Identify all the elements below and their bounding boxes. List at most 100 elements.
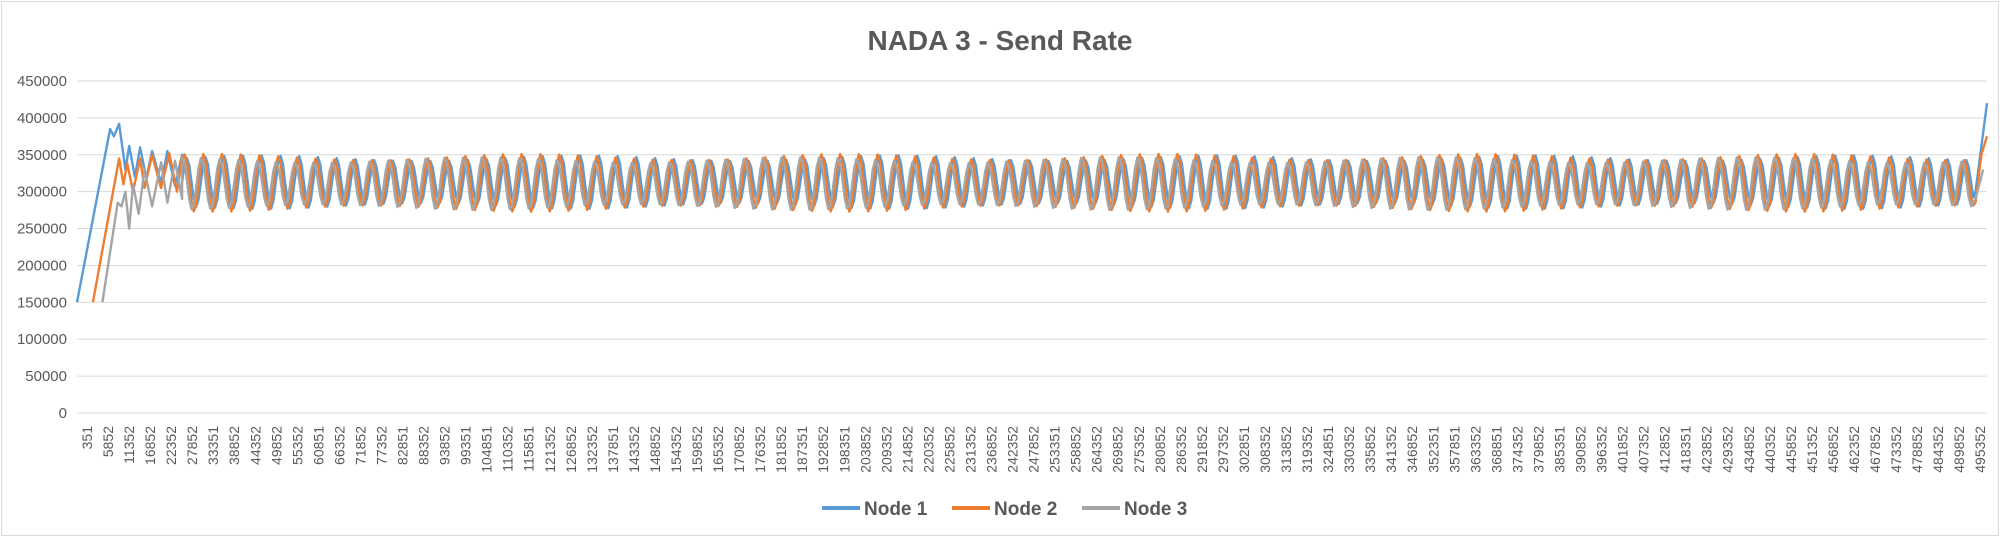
x-tick-label: 264352 xyxy=(1089,426,1105,473)
x-tick-label: 231352 xyxy=(962,426,978,473)
x-tick-label: 66352 xyxy=(331,426,347,465)
x-tick-label: 478852 xyxy=(1909,426,1925,473)
x-tick-label: 181852 xyxy=(773,426,789,473)
x-tick-label: 280852 xyxy=(1152,426,1168,473)
series-line-node-1 xyxy=(75,102,1989,303)
x-tick-label: 77352 xyxy=(373,426,389,465)
x-tick-label: 423852 xyxy=(1699,426,1715,473)
y-tick-label: 350000 xyxy=(17,147,67,164)
x-tick-label: 368851 xyxy=(1488,426,1504,473)
x-tick-label: 401852 xyxy=(1615,426,1631,473)
x-tick-label: 137851 xyxy=(605,426,621,473)
x-tick-label: 247852 xyxy=(1026,426,1042,473)
x-tick-label: 330352 xyxy=(1341,426,1357,473)
x-tick-label: 225852 xyxy=(941,426,957,473)
x-tick-label: 434852 xyxy=(1741,426,1757,473)
x-tick-label: 55352 xyxy=(289,426,305,465)
x-tick-label: 495352 xyxy=(1972,426,1988,473)
x-tick-label: 154352 xyxy=(668,426,684,473)
x-tick-label: 132352 xyxy=(584,426,600,473)
x-tick-label: 396352 xyxy=(1594,426,1610,473)
x-tick-label: 159852 xyxy=(689,426,705,473)
x-tick-label: 88352 xyxy=(416,426,432,465)
x-tick-label: 473352 xyxy=(1888,426,1904,473)
y-tick-label: 450000 xyxy=(17,73,67,90)
x-tick-label: 165352 xyxy=(710,426,726,473)
x-tick-label: 363352 xyxy=(1467,426,1483,473)
x-tick-label: 242352 xyxy=(1005,426,1021,473)
x-tick-label: 462352 xyxy=(1846,426,1862,473)
x-tick-label: 143352 xyxy=(626,426,642,473)
x-tick-label: 126852 xyxy=(563,426,579,473)
x-tick-label: 27852 xyxy=(184,426,200,465)
x-tick-label: 291852 xyxy=(1194,426,1210,473)
x-tick-label: 489852 xyxy=(1951,426,1967,473)
x-tick-label: 22352 xyxy=(163,426,179,465)
x-tick-label: 236852 xyxy=(984,426,1000,473)
x-tick-label: 390852 xyxy=(1573,426,1589,473)
legend: Node 1 Node 2 Node 3 xyxy=(822,499,1187,520)
x-tick-label: 445852 xyxy=(1783,426,1799,473)
x-tick-label: 115851 xyxy=(521,426,537,472)
x-tick-label: 275352 xyxy=(1131,426,1147,473)
x-tick-label: 44352 xyxy=(247,426,263,465)
x-tick-label: 33351 xyxy=(205,426,221,465)
series-line-node-3 xyxy=(101,156,1985,303)
x-tick-label: 198351 xyxy=(836,426,852,473)
x-tick-label: 176352 xyxy=(752,426,768,473)
y-tick-label: 50000 xyxy=(25,368,67,385)
x-tick-label: 319352 xyxy=(1299,426,1315,473)
series-lines xyxy=(75,102,1989,303)
x-tick-label: 258852 xyxy=(1068,426,1084,473)
x-tick-label: 214852 xyxy=(899,426,915,473)
x-tick-label: 407352 xyxy=(1636,426,1652,473)
x-tick-label: 49852 xyxy=(268,426,284,465)
x-tick-label: 148852 xyxy=(647,426,663,473)
x-tick-label: 412852 xyxy=(1657,426,1673,473)
x-tick-label: 379852 xyxy=(1530,426,1546,473)
x-tick-label: 286352 xyxy=(1173,426,1189,473)
x-tick-label: 104851 xyxy=(479,426,495,473)
x-tick-label: 346852 xyxy=(1404,426,1420,473)
x-tick-label: 121352 xyxy=(542,426,558,473)
x-tick-label: 170852 xyxy=(731,426,747,473)
x-tick-label: 324851 xyxy=(1320,426,1336,473)
x-tick-label: 308352 xyxy=(1257,426,1273,473)
y-tick-label: 0 xyxy=(59,405,67,422)
y-tick-label: 150000 xyxy=(17,294,67,311)
x-tick-label: 99351 xyxy=(458,426,474,465)
gridlines xyxy=(77,80,1987,414)
x-tick-label: 357851 xyxy=(1446,426,1462,473)
x-tick-label: 209352 xyxy=(878,426,894,473)
x-tick-label: 253351 xyxy=(1047,426,1063,473)
legend-label: Node 1 xyxy=(864,499,928,520)
series-line-node-2 xyxy=(91,135,1989,303)
x-tick-label: 269852 xyxy=(1110,426,1126,473)
y-tick-label: 100000 xyxy=(17,331,67,348)
x-tick-label: 467852 xyxy=(1867,426,1883,473)
x-tick-label: 110352 xyxy=(500,426,516,472)
x-tick-label: 192852 xyxy=(815,426,831,473)
y-tick-label: 400000 xyxy=(17,110,67,127)
x-tick-label: 456852 xyxy=(1825,426,1841,473)
chart-title: NADA 3 - Send Rate xyxy=(867,25,1132,56)
legend-label: Node 3 xyxy=(1124,499,1187,520)
x-tick-label: 484352 xyxy=(1930,426,1946,473)
x-tick-label: 451352 xyxy=(1804,426,1820,473)
x-tick-label: 203852 xyxy=(857,426,873,473)
x-tick-label: 220352 xyxy=(920,426,936,473)
x-tick-label: 297352 xyxy=(1215,426,1231,473)
x-tick-label: 385351 xyxy=(1551,426,1567,473)
y-tick-label: 300000 xyxy=(17,184,67,201)
x-tick-label: 11352 xyxy=(121,426,137,464)
x-tick-label: 71852 xyxy=(352,426,368,465)
x-tick-label: 60851 xyxy=(310,426,326,465)
legend-label: Node 2 xyxy=(994,499,1057,520)
x-tick-label: 440352 xyxy=(1762,426,1778,473)
x-axis: 351 5852 11352 16852 22352 27852 33351 38852 443… xyxy=(79,426,1988,473)
x-tick-label: 351 xyxy=(79,426,95,450)
y-axis: 0 50000 100000 150000 200000 250000 300000 3500… xyxy=(17,73,67,422)
x-tick-label: 93852 xyxy=(437,426,453,465)
x-tick-label: 418351 xyxy=(1678,426,1694,473)
